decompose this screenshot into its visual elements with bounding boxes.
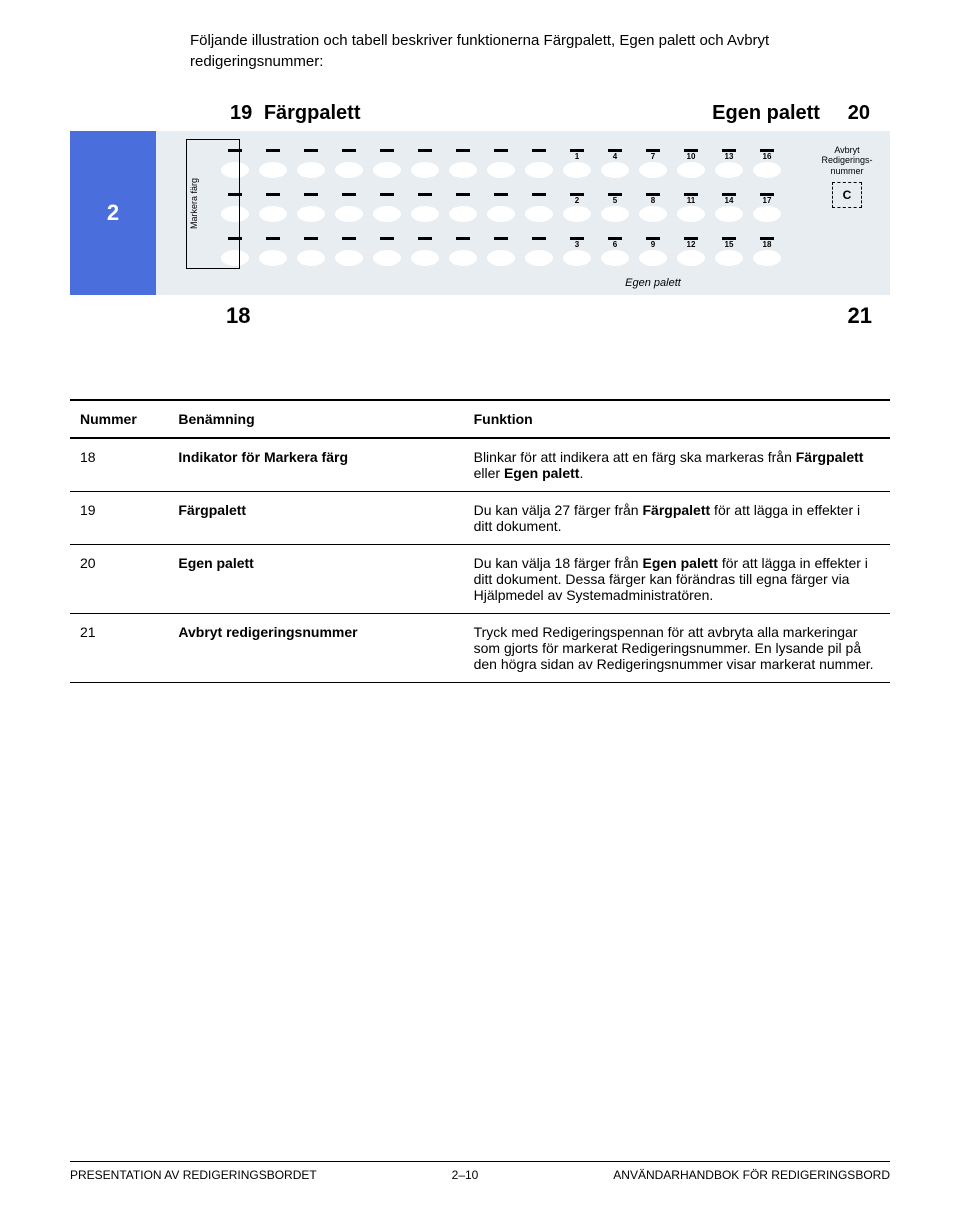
palette-swatch[interactable]: 11 [672, 193, 710, 222]
palette-swatch[interactable]: 10 [672, 149, 710, 178]
footer-left: PRESENTATION AV REDIGERINGSBORDET [70, 1168, 317, 1182]
table-row: 20Egen palettDu kan välja 18 färger från… [70, 545, 890, 614]
table-cell: 19 [70, 492, 168, 545]
palette-swatch[interactable]: 6 [596, 237, 634, 266]
palette-swatch[interactable]: 18 [748, 237, 786, 266]
palette-swatch[interactable] [254, 149, 292, 178]
callout-20: 20 [848, 102, 870, 124]
palette-swatch[interactable] [520, 237, 558, 266]
callout-19: 19 [230, 102, 252, 124]
palette-swatch[interactable] [444, 193, 482, 222]
cancel-c-button[interactable]: C [832, 182, 862, 208]
diagram-top-labels: 19 Färgpalett Egen palett 20 [190, 102, 890, 125]
palette-swatch[interactable] [330, 193, 368, 222]
label-fargpalett: Färgpalett [264, 102, 361, 124]
palette-swatch[interactable] [368, 237, 406, 266]
palette-swatch[interactable] [406, 237, 444, 266]
palette-swatch[interactable] [292, 237, 330, 266]
palette-swatch[interactable]: 9 [634, 237, 672, 266]
palette-swatch[interactable]: 7 [634, 149, 672, 178]
table-header: Benämning [168, 400, 463, 438]
palette-swatch[interactable]: 8 [634, 193, 672, 222]
cancel-line3: nummer [816, 166, 878, 176]
palette-swatch[interactable] [368, 149, 406, 178]
palette-swatch[interactable] [406, 193, 444, 222]
table-cell: Du kan välja 18 färger från Egen palett … [464, 545, 890, 614]
palette-swatch[interactable]: 12 [672, 237, 710, 266]
palette-swatch[interactable] [482, 193, 520, 222]
cancel-line2: Redigerings- [816, 155, 878, 165]
table-row: 21Avbryt redigeringsnummerTryck med Redi… [70, 614, 890, 683]
palette-swatch[interactable] [292, 149, 330, 178]
palette-swatch[interactable] [330, 149, 368, 178]
palette-swatch[interactable]: 17 [748, 193, 786, 222]
palette-swatch[interactable] [368, 193, 406, 222]
cancel-line1: Avbryt [816, 145, 878, 155]
palette-swatch[interactable] [292, 193, 330, 222]
table-cell: Du kan välja 27 färger från Färgpalett f… [464, 492, 890, 545]
chapter-tab: 2 [70, 131, 156, 295]
page-footer: PRESENTATION AV REDIGERINGSBORDET 2–10 A… [70, 1161, 890, 1182]
label-egenpalett: Egen palett [712, 102, 820, 124]
callout-21: 21 [848, 303, 872, 329]
palette-swatch[interactable]: 16 [748, 149, 786, 178]
palette-swatch[interactable] [482, 237, 520, 266]
table-cell: Blinkar för att indikera att en färg ska… [464, 438, 890, 492]
palette-swatch[interactable] [254, 237, 292, 266]
palette-swatch[interactable] [330, 237, 368, 266]
function-table: NummerBenämningFunktion 18Indikator för … [70, 399, 890, 683]
palette-swatch[interactable]: 4 [596, 149, 634, 178]
table-header: Nummer [70, 400, 168, 438]
palette-swatch[interactable]: 5 [596, 193, 634, 222]
table-header: Funktion [464, 400, 890, 438]
palette-swatch[interactable] [520, 149, 558, 178]
egen-sublabel: Egen palett [428, 277, 878, 289]
diagram-bottom-labels: 18 21 [190, 303, 890, 329]
table-cell: Indikator för Markera färg [168, 438, 463, 492]
table-row: 18Indikator för Markera färgBlinkar för … [70, 438, 890, 492]
markera-label: Markera färg [189, 149, 201, 257]
palette-swatch[interactable] [406, 149, 444, 178]
palette-grid: 147101316258111417369121518 [216, 145, 878, 269]
palette-swatch[interactable]: 2 [558, 193, 596, 222]
palette-swatch[interactable]: 15 [710, 237, 748, 266]
table-row: 19FärgpalettDu kan välja 27 färger från … [70, 492, 890, 545]
intro-text: Följande illustration och tabell beskriv… [190, 30, 890, 72]
palette-swatch[interactable] [520, 193, 558, 222]
palette-swatch[interactable]: 14 [710, 193, 748, 222]
table-cell: Egen palett [168, 545, 463, 614]
table-cell: 20 [70, 545, 168, 614]
callout-18: 18 [226, 303, 250, 329]
palette-swatch[interactable] [444, 149, 482, 178]
footer-center: 2–10 [452, 1168, 479, 1182]
table-cell: Avbryt redigeringsnummer [168, 614, 463, 683]
palette-swatch[interactable]: 1 [558, 149, 596, 178]
table-cell: Färgpalett [168, 492, 463, 545]
footer-right: ANVÄNDARHANDBOK FÖR REDIGERINGSBORD [613, 1168, 890, 1182]
palette-swatch[interactable]: 13 [710, 149, 748, 178]
table-cell: 18 [70, 438, 168, 492]
cancel-edit-box: Avbryt Redigerings- nummer C [816, 145, 878, 208]
table-cell: 21 [70, 614, 168, 683]
palette-panel: Markera färg 147101316258111417369121518… [156, 131, 890, 295]
palette-swatch[interactable]: 3 [558, 237, 596, 266]
palette-swatch[interactable] [254, 193, 292, 222]
palette-swatch[interactable] [444, 237, 482, 266]
table-cell: Tryck med Redigeringspennan för att avbr… [464, 614, 890, 683]
palette-swatch[interactable] [482, 149, 520, 178]
